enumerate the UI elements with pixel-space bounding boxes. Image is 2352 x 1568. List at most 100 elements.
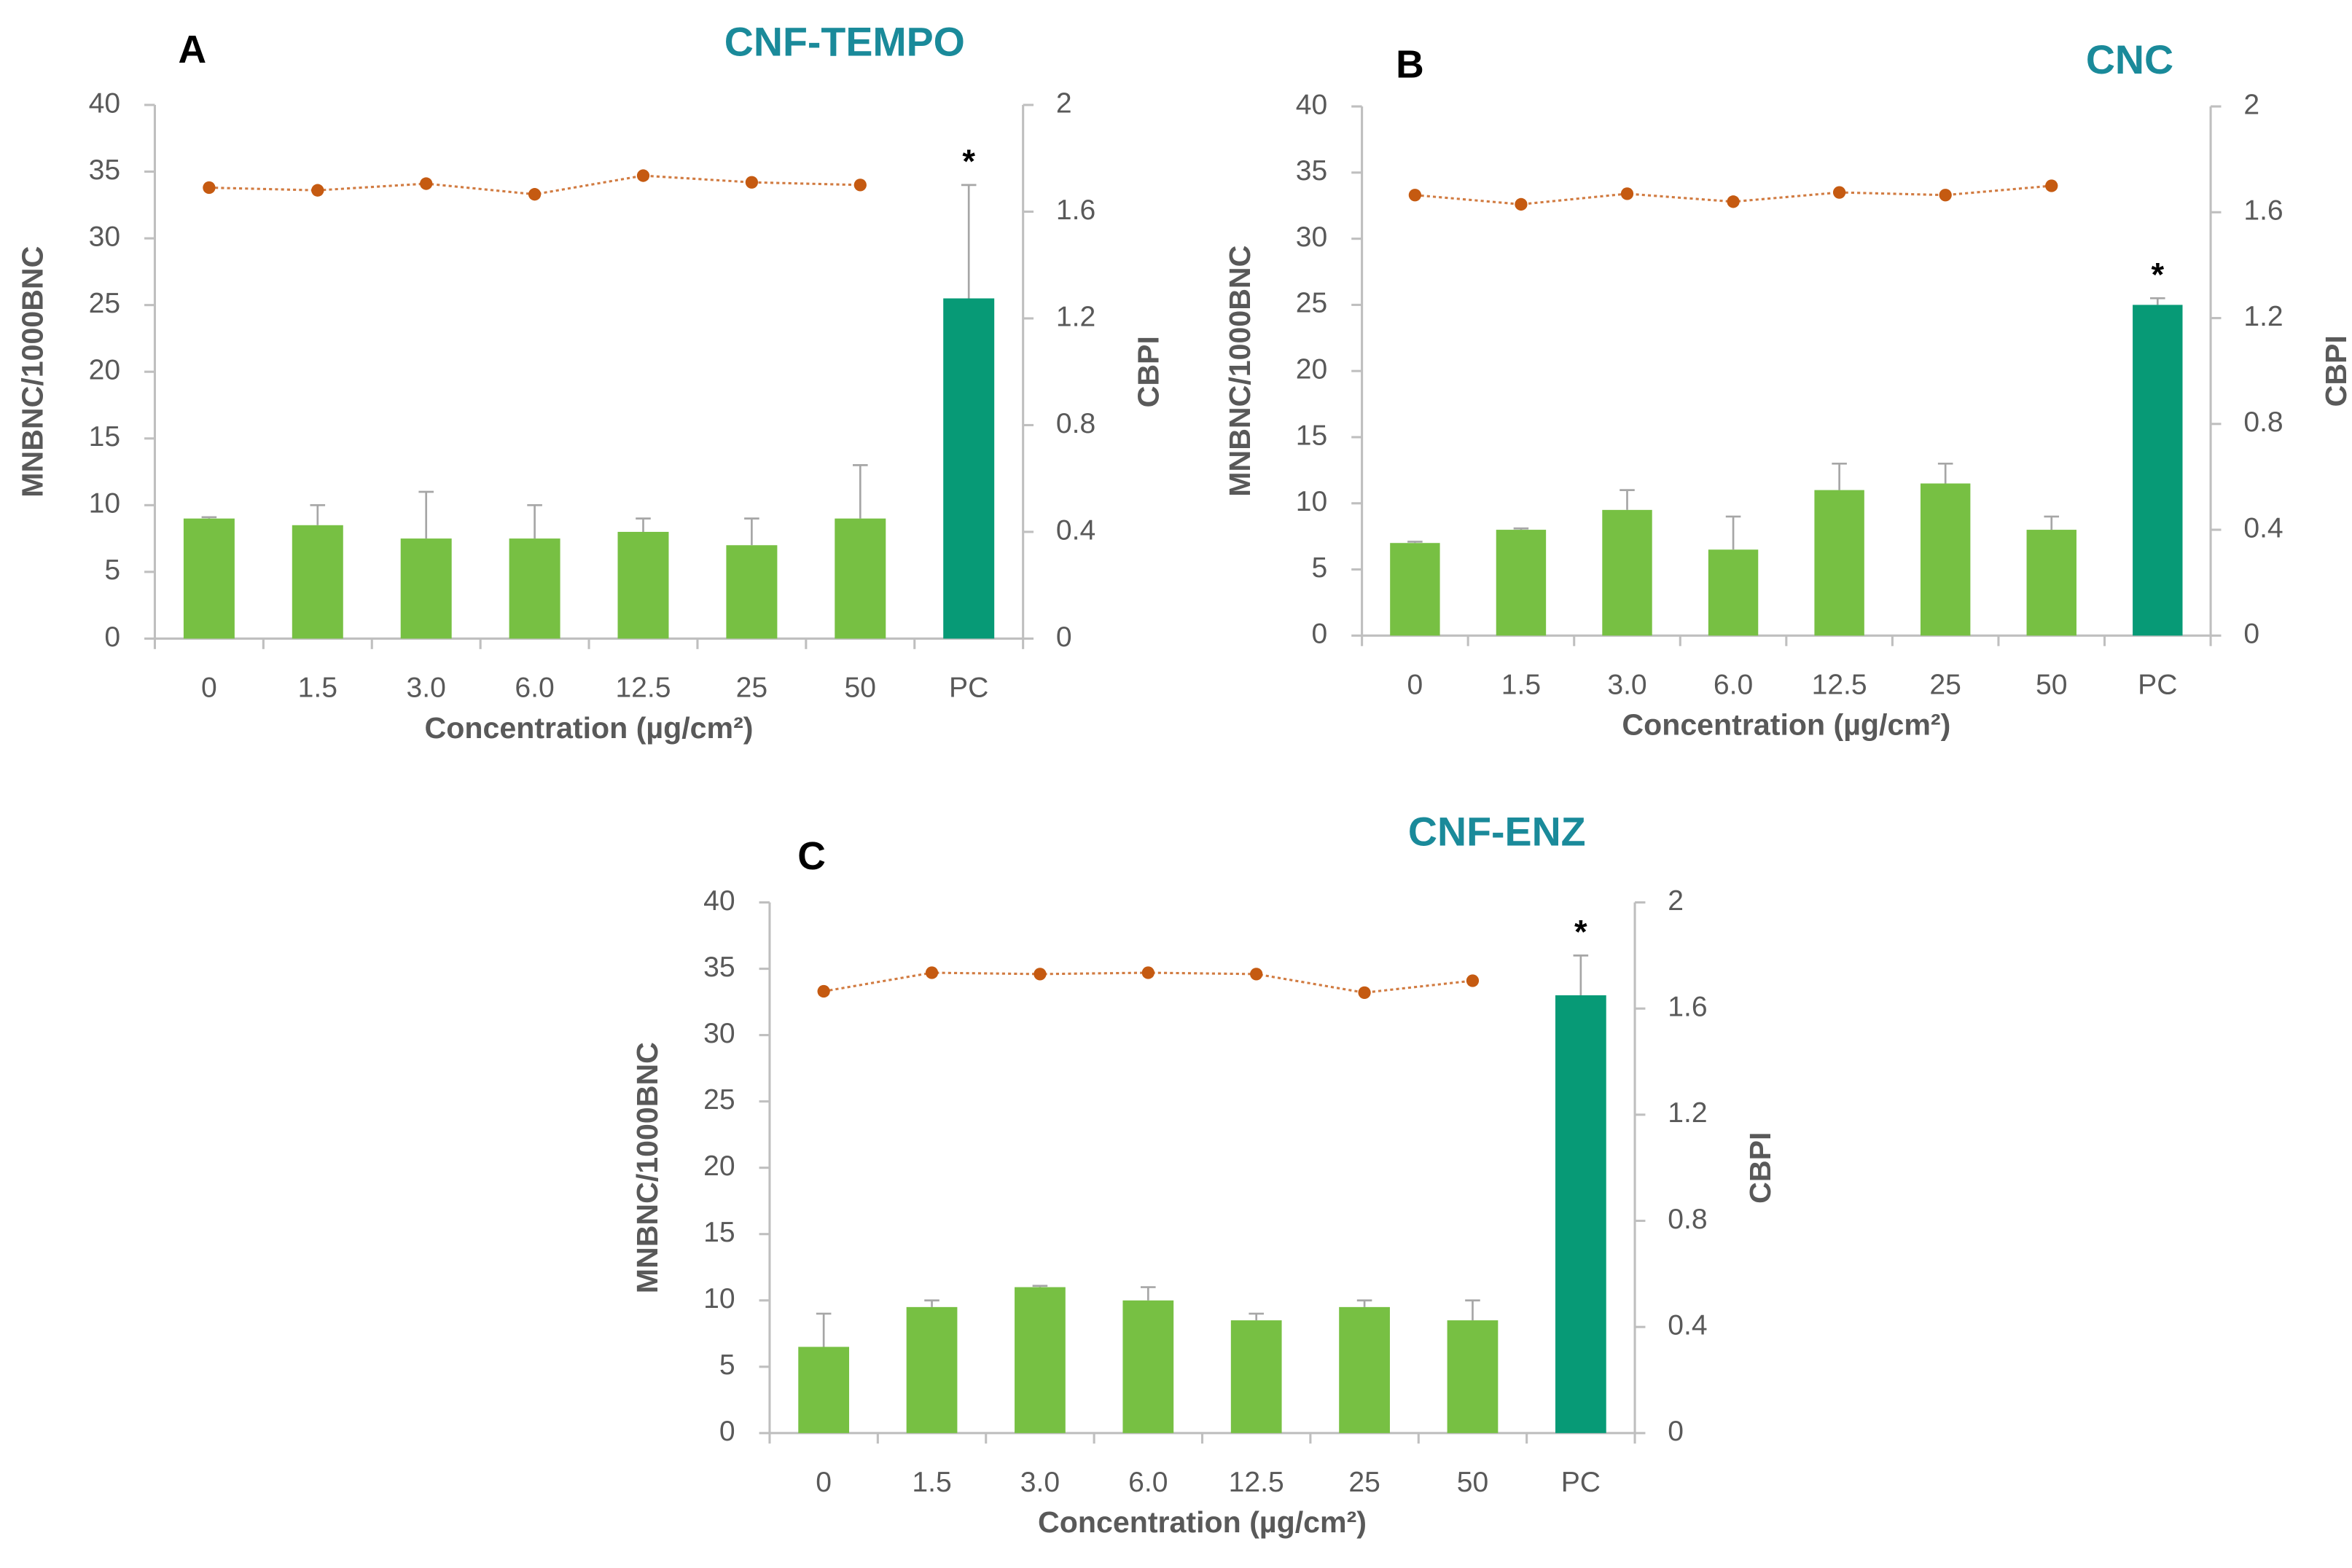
cbpi-point xyxy=(925,966,939,979)
error-bar xyxy=(2150,297,2165,305)
error-bar xyxy=(744,517,759,546)
error-bar xyxy=(418,490,434,539)
bar xyxy=(509,538,560,639)
y-tick-label: 15 xyxy=(1296,420,1327,451)
x-tick-label: 25 xyxy=(1929,670,1961,701)
cbpi-point xyxy=(1727,195,1740,208)
cbpi-point xyxy=(311,184,324,197)
cbpi-point xyxy=(2045,179,2058,192)
cbpi-point xyxy=(636,169,650,182)
y-tick-label: 20 xyxy=(1296,354,1327,385)
bar xyxy=(1447,1320,1499,1433)
y-tick-label: 25 xyxy=(89,288,120,319)
bar xyxy=(2133,305,2183,636)
x-tick-label: PC xyxy=(2138,670,2177,701)
y2-tick-label: 1.6 xyxy=(1056,195,1095,226)
y-tick-label: 30 xyxy=(703,1018,735,1049)
bar xyxy=(1339,1306,1390,1433)
bar xyxy=(798,1346,850,1433)
y-tick-label: 40 xyxy=(89,87,120,119)
x-tick-label: 25 xyxy=(1348,1467,1380,1498)
significance-mark: * xyxy=(962,143,975,180)
y2-tick-label: 1.2 xyxy=(2243,301,2283,332)
bar xyxy=(617,531,669,639)
y-axis-label: MNBNC/1000BNC xyxy=(16,246,50,498)
x-tick-label: 6.0 xyxy=(1714,670,1753,701)
bar xyxy=(1708,549,1759,636)
error-bar xyxy=(1465,1299,1480,1321)
x-tick-label: 1.5 xyxy=(298,673,337,704)
bar xyxy=(1015,1287,1066,1433)
y-tick-label: 5 xyxy=(104,554,120,586)
panel-label: B xyxy=(1396,44,1424,87)
error-bar xyxy=(1937,462,1953,484)
x-tick-label: 12.5 xyxy=(1812,670,1867,701)
y-tick-label: 0 xyxy=(1312,619,1328,650)
x-tick-label: 50 xyxy=(1457,1467,1488,1498)
error-bar xyxy=(1407,541,1423,544)
x-tick-label: 12.5 xyxy=(1229,1467,1284,1498)
bar xyxy=(1602,509,1652,636)
bar xyxy=(1496,530,1547,636)
x-tick-label: 6.0 xyxy=(1128,1467,1168,1498)
error-bar xyxy=(853,464,868,519)
cbpi-point xyxy=(1939,189,1952,202)
cbpi-point xyxy=(1515,197,1528,211)
bar xyxy=(183,518,235,639)
error-bar xyxy=(1513,527,1529,530)
error-bar xyxy=(527,503,542,539)
cbpi-point xyxy=(1034,968,1047,981)
y2-axis-label: CBPI xyxy=(2319,335,2352,407)
y-tick-label: 30 xyxy=(1296,222,1327,253)
y2-tick-label: 0.4 xyxy=(1668,1310,1707,1341)
error-bar xyxy=(1032,1285,1048,1287)
y-tick-label: 10 xyxy=(89,488,120,520)
y2-tick-label: 0.8 xyxy=(2243,407,2283,438)
error-bar xyxy=(1249,1312,1264,1321)
error-bar xyxy=(310,503,326,525)
bar xyxy=(1555,995,1606,1433)
x-tick-label: 0 xyxy=(201,673,217,704)
error-bar xyxy=(1573,954,1589,995)
x-tick-label: 25 xyxy=(736,673,767,704)
cbpi-point xyxy=(817,984,830,998)
x-axis-label: Concentration (µg/cm²) xyxy=(1038,1505,1367,1539)
y2-tick-label: 0.4 xyxy=(2243,512,2283,544)
y2-tick-label: 2 xyxy=(1668,885,1684,917)
bar xyxy=(1920,483,1971,636)
significance-mark: * xyxy=(2151,256,2164,293)
y-tick-label: 20 xyxy=(89,355,120,386)
cbpi-point xyxy=(1141,966,1154,979)
y-tick-label: 10 xyxy=(1296,486,1327,517)
error-bar xyxy=(924,1299,939,1307)
y2-tick-label: 2 xyxy=(2243,89,2259,120)
error-bar xyxy=(1620,489,1635,510)
x-axis-label: Concentration (µg/cm²) xyxy=(1622,708,1950,742)
chart-title: CNF-TEMPO xyxy=(724,19,965,64)
x-tick-label: 0 xyxy=(816,1467,832,1498)
y2-tick-label: 1.6 xyxy=(2243,195,2283,227)
x-tick-label: 12.5 xyxy=(615,673,671,704)
error-bar xyxy=(1141,1286,1156,1301)
cbpi-point xyxy=(528,188,542,201)
y2-axis-label: CBPI xyxy=(1131,336,1165,407)
bar xyxy=(943,298,995,639)
panel-label: A xyxy=(179,28,207,71)
y2-tick-label: 0.8 xyxy=(1668,1204,1707,1235)
bar xyxy=(1814,490,1864,636)
error-bar xyxy=(2044,515,2060,530)
y-tick-label: 5 xyxy=(719,1349,735,1381)
x-tick-label: 50 xyxy=(845,673,876,704)
cbpi-point xyxy=(745,176,759,189)
x-tick-label: 1.5 xyxy=(1501,670,1541,701)
chart-title: CNC xyxy=(2086,37,2173,82)
error-bar xyxy=(1725,515,1741,550)
chart-panel: A CNF-TEMPO051015202530354000.40.81.21.62… xyxy=(16,19,1165,744)
cbpi-point xyxy=(420,177,433,190)
y-tick-label: 15 xyxy=(703,1217,735,1248)
y-tick-label: 5 xyxy=(1312,552,1328,584)
x-tick-label: 3.0 xyxy=(1607,670,1646,701)
cbpi-point xyxy=(1250,968,1263,981)
y2-tick-label: 1.2 xyxy=(1056,301,1095,332)
